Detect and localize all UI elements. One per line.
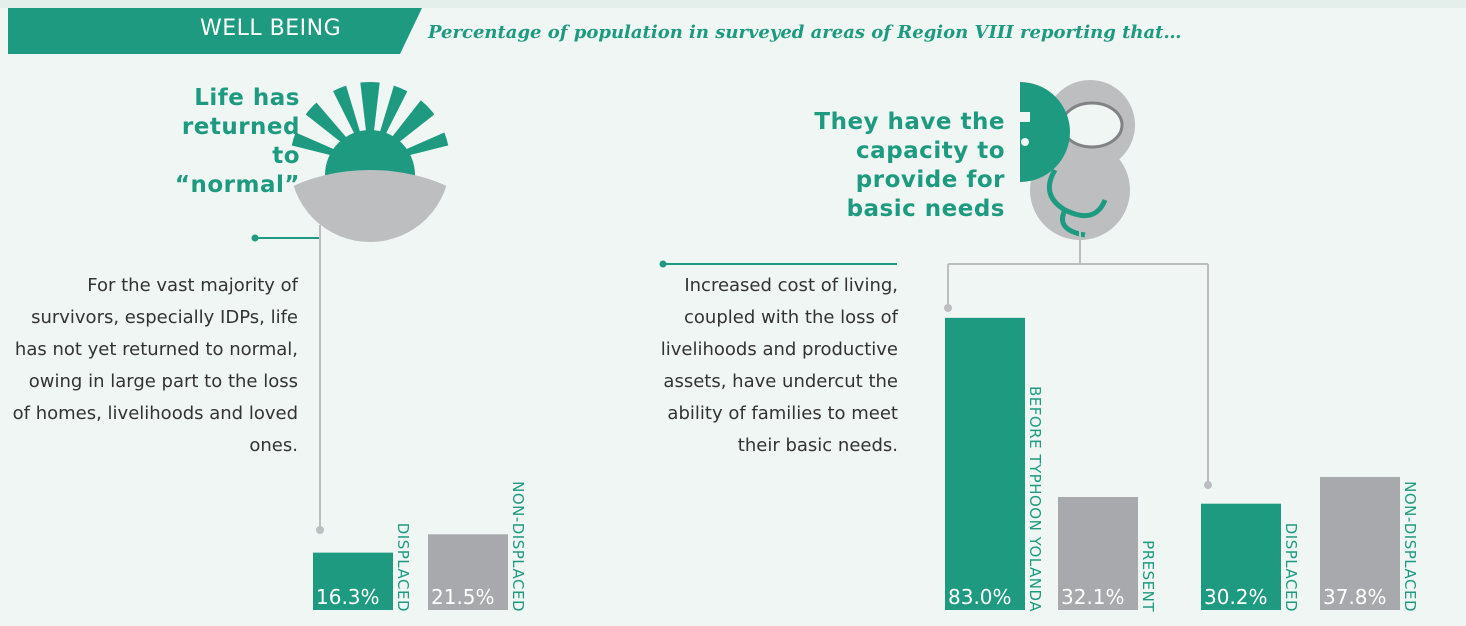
category-label: NON-DISPLACED [1401,481,1419,612]
bar [428,534,508,610]
category-label: NON-DISPLACED [509,481,527,612]
needs-icons [1005,80,1135,240]
panel-title: They have the capacity to provide for ba… [814,109,1005,222]
panel-note: Increased cost of living, coupled with t… [660,275,898,456]
header-band [8,8,422,54]
value-label: 32.1% [1061,585,1125,609]
category-label: PRESENT [1139,540,1157,612]
panel-note: For the vast majority of survivors, espe… [12,275,298,456]
panel-title: Life has returned to “normal” [174,85,300,198]
sun-icon [290,82,450,242]
header-title: WELL BEING [200,16,342,41]
value-label: 37.8% [1323,585,1387,609]
top-strip [0,0,1466,8]
bar [1201,503,1281,610]
bar [313,552,393,610]
category-label: DISPLACED [1282,523,1300,612]
bar [1058,497,1138,610]
value-label: 83.0% [948,585,1012,609]
category-label: BEFORE TYPHOON YOLANDA [1026,386,1044,612]
connectors [251,222,1212,534]
category-label: DISPLACED [394,523,412,612]
header-subtitle: Percentage of population in surveyed are… [428,22,1182,43]
value-label: 21.5% [431,585,495,609]
value-label: 16.3% [316,585,380,609]
bar [1320,476,1400,610]
bar [945,317,1025,610]
value-label: 30.2% [1204,585,1268,609]
